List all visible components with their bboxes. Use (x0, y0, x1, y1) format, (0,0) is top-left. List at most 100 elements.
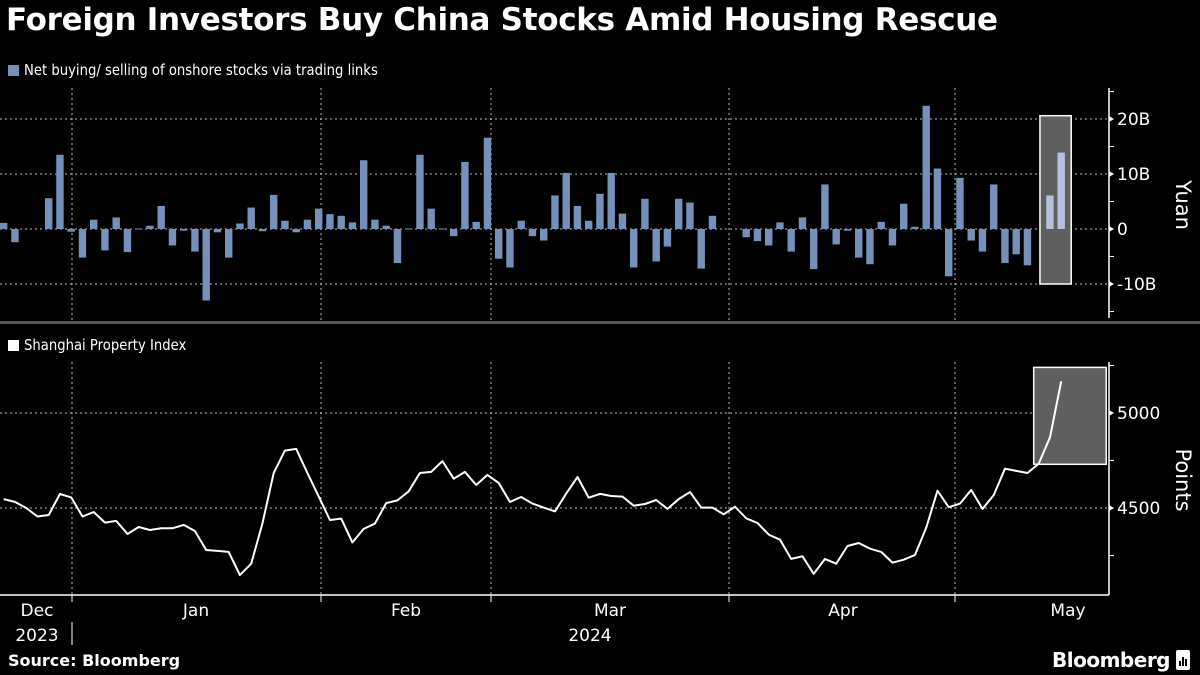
bar (933, 168, 942, 229)
x-year-label: 2023 (15, 626, 58, 646)
bar (517, 220, 525, 229)
bar (855, 229, 863, 258)
bar (1023, 229, 1032, 266)
bar (1057, 152, 1065, 229)
bar (753, 229, 762, 242)
x-tick-label: Feb (391, 601, 421, 621)
bar (303, 219, 312, 229)
bar (213, 229, 222, 233)
bar (573, 205, 582, 229)
bar (405, 228, 413, 230)
bar (191, 229, 199, 252)
bar (382, 225, 390, 229)
bar (78, 229, 87, 258)
bar (652, 229, 660, 262)
bar (258, 229, 267, 232)
bar (900, 203, 908, 229)
bar (495, 229, 503, 259)
bar (450, 229, 458, 237)
bar (416, 154, 424, 229)
bar (540, 229, 548, 241)
bar (225, 229, 233, 258)
bar (438, 228, 447, 230)
bar (956, 177, 964, 229)
bar (1046, 195, 1054, 229)
bar (810, 229, 818, 270)
bar (641, 198, 649, 229)
legend-label: Shanghai Property Index (24, 336, 187, 354)
legend-label: Net buying/ selling of onshore stocks vi… (24, 61, 378, 79)
bar (675, 198, 683, 229)
bar (427, 208, 435, 229)
y-axis-tick (1109, 171, 1114, 177)
bar (483, 137, 492, 229)
bar (371, 219, 379, 229)
bar (630, 229, 638, 268)
bar (112, 217, 120, 229)
bar (585, 220, 593, 229)
panel-divider (0, 321, 1200, 324)
x-tick-label: May (1050, 601, 1085, 621)
bar (472, 221, 480, 229)
y-axis-title: Points (1171, 448, 1195, 511)
y-axis-tick (1109, 116, 1114, 122)
bar (866, 229, 874, 265)
bar (945, 229, 953, 277)
y-tick-label: 0 (1117, 220, 1128, 240)
legend-swatch-line (8, 339, 19, 351)
bloomberg-terminal-icon (1176, 650, 1190, 670)
series-line (3, 381, 1063, 577)
bar (708, 215, 717, 229)
bar (157, 205, 165, 229)
bar (236, 223, 244, 229)
y-tick-label: -10B (1117, 275, 1156, 295)
bar (11, 229, 19, 243)
bar (911, 226, 919, 229)
bar (832, 229, 840, 245)
bar (202, 229, 210, 301)
bar (978, 229, 987, 252)
x-tick-label: Dec (21, 601, 54, 621)
bar (461, 161, 469, 229)
bar (506, 229, 514, 268)
x-tick-label: Jan (182, 601, 209, 621)
bar (67, 229, 75, 232)
source-note: Source: Bloomberg (8, 651, 181, 670)
bar (776, 222, 784, 229)
x-tick-label: Mar (594, 601, 626, 621)
bar (292, 229, 300, 233)
x-year-label: 2024 (568, 626, 611, 646)
bar (663, 229, 672, 247)
bar (348, 222, 357, 229)
bar (360, 160, 368, 229)
bar (146, 225, 154, 229)
bar (101, 229, 109, 251)
x-tick-label: Apr (828, 601, 857, 621)
bar (821, 184, 829, 229)
bar (596, 193, 604, 229)
bar (315, 208, 323, 229)
bar (56, 154, 64, 229)
y-tick-label: 4500 (1117, 499, 1160, 519)
y-tick-label: 10B (1117, 165, 1150, 185)
bar (135, 228, 143, 230)
bar (1001, 229, 1009, 264)
bar (551, 195, 559, 229)
brand-name: Bloomberg (1052, 648, 1170, 672)
bar (528, 229, 537, 237)
bar (326, 214, 334, 229)
bar (765, 229, 773, 246)
bar (843, 229, 852, 231)
bar (697, 229, 705, 269)
y-axis-tick (1109, 505, 1114, 511)
chart-title: Foreign Investors Buy China Stocks Amid … (6, 2, 998, 38)
bar (742, 229, 750, 238)
bar (787, 229, 795, 252)
bloomberg-logo: Bloomberg (1052, 648, 1190, 672)
y-axis-tick (1109, 410, 1114, 416)
bar (686, 202, 694, 229)
bar (607, 172, 615, 229)
y-axis-tick (1109, 226, 1114, 232)
legend-swatch-bar (8, 64, 19, 76)
